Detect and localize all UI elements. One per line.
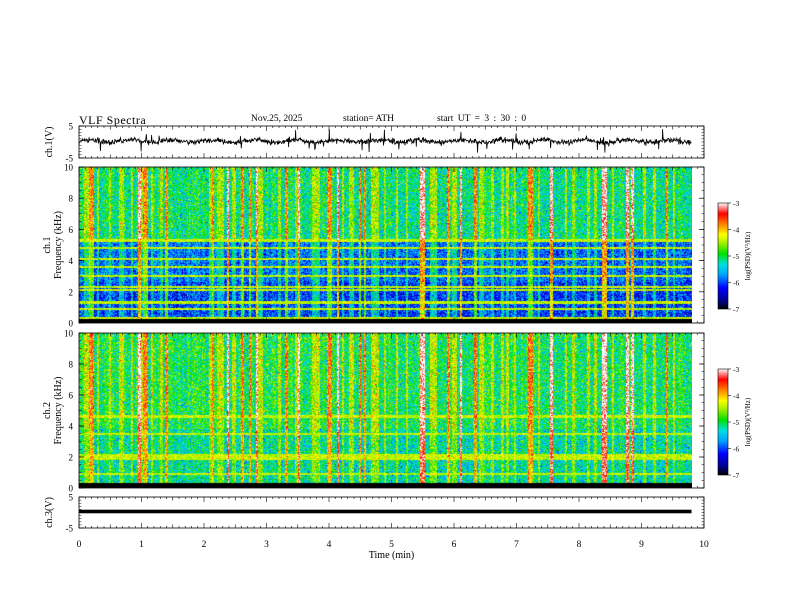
colorbar-2-tick--5: -5 bbox=[733, 418, 739, 427]
xtick-6: 6 bbox=[452, 540, 457, 550]
xtick-0: 0 bbox=[77, 540, 82, 550]
colorbar-2-tick--4: -4 bbox=[733, 392, 739, 401]
xtick-7: 7 bbox=[514, 540, 519, 550]
ch1-waveform-line bbox=[78, 129, 692, 153]
ytick-p4--5: -5 bbox=[66, 524, 74, 534]
ylabel-channel-p2: ch.1 bbox=[42, 237, 53, 254]
colorbar-1-tick--4: -4 bbox=[733, 226, 739, 235]
xtick-10: 10 bbox=[699, 540, 709, 550]
colorbar-1-tick--7: -7 bbox=[733, 305, 739, 314]
colorbar-1-tick--6: -6 bbox=[733, 279, 739, 288]
ylabel-channel-p3: ch.2 bbox=[42, 402, 53, 419]
xtick-2: 2 bbox=[202, 540, 207, 550]
ytick-p2-6: 6 bbox=[69, 225, 74, 235]
colorbar-2 bbox=[717, 368, 729, 476]
colorbar-1-tick--3: -3 bbox=[733, 199, 739, 208]
colorbar-2-tick--3: -3 bbox=[733, 365, 739, 374]
ytick-p3-4: 4 bbox=[69, 422, 74, 432]
ytick-p3-8: 8 bbox=[69, 360, 74, 370]
ch2-spectrogram-image bbox=[79, 333, 692, 488]
ytick-p2-4: 4 bbox=[69, 256, 74, 266]
xtick-3: 3 bbox=[264, 540, 269, 550]
xaxis-label: Time (min) bbox=[369, 550, 414, 561]
station-label: station= ATH bbox=[343, 114, 395, 124]
colorbar-2-tick--6: -6 bbox=[733, 445, 739, 454]
xtick-4: 4 bbox=[327, 540, 332, 550]
colorbar-2-tick--7: -7 bbox=[733, 471, 739, 480]
ytick-p3-10: 10 bbox=[64, 329, 74, 339]
ytick-p2-2: 2 bbox=[69, 287, 74, 297]
colorbar-1 bbox=[717, 202, 729, 310]
ch3-waveform-line bbox=[79, 509, 692, 514]
ylabel-frequency-p2: Frequency (kHz) bbox=[53, 211, 64, 279]
colorbar-2-label: log(PSD)(V²/Hz) bbox=[744, 397, 752, 446]
xtick-9: 9 bbox=[639, 540, 644, 550]
ch1-spectrogram-image bbox=[79, 167, 692, 323]
colorbar-1-tick--5: -5 bbox=[733, 252, 739, 261]
colorbar-1-label: log(PSD)(V²/Hz) bbox=[744, 231, 752, 280]
ytick-p1--5: -5 bbox=[66, 154, 74, 164]
ytick-p3-0: 0 bbox=[69, 484, 74, 494]
ytick-p2-0: 0 bbox=[69, 319, 74, 329]
ytick-p1-5: 5 bbox=[69, 122, 74, 132]
start-ut-label: start UT = 3 : 30 : 0 bbox=[437, 114, 527, 124]
ylabel-p1: ch.1(V) bbox=[44, 127, 55, 158]
ytick-p2-8: 8 bbox=[69, 194, 74, 204]
ytick-p4-5: 5 bbox=[69, 493, 74, 503]
ytick-p3-2: 2 bbox=[69, 453, 74, 463]
xtick-1: 1 bbox=[139, 540, 144, 550]
ytick-p3-6: 6 bbox=[69, 391, 74, 401]
ylabel-p4: ch.3(V) bbox=[44, 497, 55, 528]
xtick-8: 8 bbox=[577, 540, 582, 550]
xtick-5: 5 bbox=[389, 540, 394, 550]
date-label: Nov.25, 2025 bbox=[251, 114, 303, 124]
ylabel-frequency-p3: Frequency (kHz) bbox=[53, 376, 64, 444]
ytick-p2-10: 10 bbox=[64, 163, 74, 173]
chart-title: VLF Spectra bbox=[79, 113, 147, 127]
